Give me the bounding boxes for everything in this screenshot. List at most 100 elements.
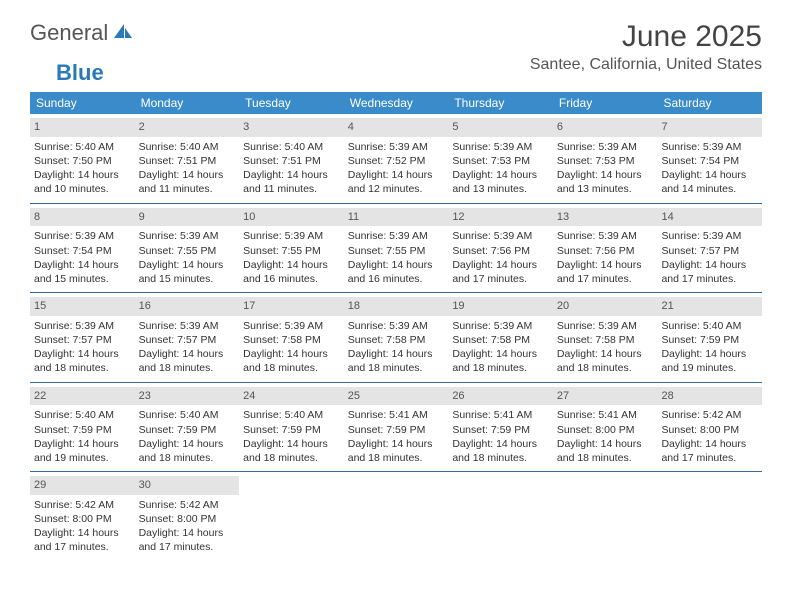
daylight-text-2: and 18 minutes. [452, 361, 549, 375]
daylight-text-1: Daylight: 14 hours [452, 258, 549, 272]
day-number: 22 [30, 387, 135, 406]
day-info: Sunrise: 5:41 AMSunset: 7:59 PMDaylight:… [348, 408, 445, 465]
sunset-text: Sunset: 8:00 PM [34, 512, 131, 526]
day-info: Sunrise: 5:41 AMSunset: 8:00 PMDaylight:… [557, 408, 654, 465]
month-title: June 2025 [530, 20, 762, 54]
day-info: Sunrise: 5:39 AMSunset: 7:53 PMDaylight:… [452, 140, 549, 197]
sunset-text: Sunset: 7:59 PM [34, 423, 131, 437]
day-cell: 1Sunrise: 5:40 AMSunset: 7:50 PMDaylight… [30, 118, 135, 203]
day-info: Sunrise: 5:39 AMSunset: 7:55 PMDaylight:… [348, 229, 445, 286]
day-info: Sunrise: 5:41 AMSunset: 7:59 PMDaylight:… [452, 408, 549, 465]
week-row: 15Sunrise: 5:39 AMSunset: 7:57 PMDayligh… [30, 297, 762, 383]
sunset-text: Sunset: 7:54 PM [34, 244, 131, 258]
sunset-text: Sunset: 7:55 PM [243, 244, 340, 258]
daylight-text-1: Daylight: 14 hours [139, 258, 236, 272]
daylight-text-1: Daylight: 14 hours [34, 347, 131, 361]
week-row: 1Sunrise: 5:40 AMSunset: 7:50 PMDaylight… [30, 118, 762, 204]
daylight-text-1: Daylight: 14 hours [348, 258, 445, 272]
sunset-text: Sunset: 7:58 PM [452, 333, 549, 347]
daylight-text-1: Daylight: 14 hours [139, 347, 236, 361]
day-number: 9 [135, 208, 240, 227]
day-info: Sunrise: 5:39 AMSunset: 7:58 PMDaylight:… [348, 319, 445, 376]
daylight-text-1: Daylight: 14 hours [557, 437, 654, 451]
sunrise-text: Sunrise: 5:39 AM [348, 319, 445, 333]
day-cell: 18 Sunrise: 5:39 AMSunset: 7:58 PMDayligh… [344, 297, 449, 382]
weekday-header: Friday [553, 92, 658, 114]
daylight-text-1: Daylight: 14 hours [139, 437, 236, 451]
sunrise-text: Sunrise: 5:39 AM [661, 140, 758, 154]
week-row: 8Sunrise: 5:39 AMSunset: 7:54 PMDaylight… [30, 208, 762, 294]
sunrise-text: Sunrise: 5:40 AM [139, 140, 236, 154]
daylight-text-2: and 14 minutes. [661, 182, 758, 196]
day-number: 3 [239, 118, 344, 137]
sunset-text: Sunset: 8:00 PM [557, 423, 654, 437]
day-number: 20 [553, 297, 658, 316]
day-number: 29 [30, 476, 135, 495]
daylight-text-1: Daylight: 14 hours [661, 258, 758, 272]
sunset-text: Sunset: 7:56 PM [452, 244, 549, 258]
sunrise-text: Sunrise: 5:39 AM [243, 229, 340, 243]
day-cell: 7Sunrise: 5:39 AMSunset: 7:54 PMDaylight… [657, 118, 762, 203]
sunrise-text: Sunrise: 5:40 AM [243, 408, 340, 422]
weekday-header: Thursday [448, 92, 553, 114]
day-number: 25 [344, 387, 449, 406]
daylight-text-1: Daylight: 14 hours [34, 526, 131, 540]
day-cell: 25 Sunrise: 5:41 AMSunset: 7:59 PMDayligh… [344, 387, 449, 472]
weeks-container: 1Sunrise: 5:40 AMSunset: 7:50 PMDaylight… [30, 118, 762, 561]
sunrise-text: Sunrise: 5:41 AM [452, 408, 549, 422]
day-number: 18 [344, 297, 449, 316]
daylight-text-2: and 18 minutes. [139, 451, 236, 465]
sunset-text: Sunset: 7:56 PM [557, 244, 654, 258]
sunset-text: Sunset: 7:51 PM [139, 154, 236, 168]
sunrise-text: Sunrise: 5:39 AM [557, 319, 654, 333]
day-number: 8 [30, 208, 135, 227]
sunset-text: Sunset: 7:55 PM [139, 244, 236, 258]
sunrise-text: Sunrise: 5:40 AM [139, 408, 236, 422]
day-cell: 30Sunrise: 5:42 AMSunset: 8:00 PMDayligh… [135, 476, 240, 561]
weekday-header-row: Sunday Monday Tuesday Wednesday Thursday… [30, 92, 762, 114]
daylight-text-1: Daylight: 14 hours [348, 437, 445, 451]
day-cell: 23Sunrise: 5:40 AMSunset: 7:59 PMDayligh… [135, 387, 240, 472]
daylight-text-2: and 18 minutes. [243, 451, 340, 465]
sunrise-text: Sunrise: 5:39 AM [452, 319, 549, 333]
day-info: Sunrise: 5:39 AMSunset: 7:54 PMDaylight:… [661, 140, 758, 197]
sunrise-text: Sunrise: 5:40 AM [34, 408, 131, 422]
day-number: 14 [657, 208, 762, 227]
day-info: Sunrise: 5:40 AMSunset: 7:51 PMDaylight:… [139, 140, 236, 197]
daylight-text-1: Daylight: 14 hours [557, 168, 654, 182]
sunrise-text: Sunrise: 5:40 AM [243, 140, 340, 154]
daylight-text-2: and 16 minutes. [348, 272, 445, 286]
daylight-text-1: Daylight: 14 hours [661, 347, 758, 361]
daylight-text-2: and 18 minutes. [557, 361, 654, 375]
daylight-text-1: Daylight: 14 hours [243, 168, 340, 182]
weekday-header: Sunday [30, 92, 135, 114]
day-cell: 17Sunrise: 5:39 AMSunset: 7:58 PMDayligh… [239, 297, 344, 382]
sunset-text: Sunset: 7:57 PM [661, 244, 758, 258]
daylight-text-1: Daylight: 14 hours [139, 526, 236, 540]
calendar-grid: Sunday Monday Tuesday Wednesday Thursday… [30, 92, 762, 561]
day-number: 2 [135, 118, 240, 137]
sunset-text: Sunset: 7:59 PM [661, 333, 758, 347]
day-info: Sunrise: 5:39 AMSunset: 7:57 PMDaylight:… [661, 229, 758, 286]
day-info: Sunrise: 5:39 AMSunset: 7:57 PMDaylight:… [34, 319, 131, 376]
day-cell: 29 Sunrise: 5:42 AMSunset: 8:00 PMDayligh… [30, 476, 135, 561]
day-info: Sunrise: 5:42 AMSunset: 8:00 PMDaylight:… [139, 498, 236, 555]
sunset-text: Sunset: 7:59 PM [452, 423, 549, 437]
day-number: 21 [657, 297, 762, 316]
sunrise-text: Sunrise: 5:39 AM [557, 140, 654, 154]
day-info: Sunrise: 5:39 AMSunset: 7:53 PMDaylight:… [557, 140, 654, 197]
sunrise-text: Sunrise: 5:40 AM [34, 140, 131, 154]
daylight-text-2: and 18 minutes. [348, 361, 445, 375]
week-row: 29Sunrise: 5:42 AMSunset: 8:00 PMDayligh… [30, 476, 762, 561]
day-cell: 21 Sunrise: 5:40 AMSunset: 7:59 PMDayligh… [657, 297, 762, 382]
daylight-text-2: and 17 minutes. [139, 540, 236, 554]
day-number: 12 [448, 208, 553, 227]
sunset-text: Sunset: 7:58 PM [243, 333, 340, 347]
sunrise-text: Sunrise: 5:39 AM [34, 229, 131, 243]
day-cell: 9Sunrise: 5:39 AMSunset: 7:55 PMDaylight… [135, 208, 240, 293]
sunset-text: Sunset: 7:53 PM [557, 154, 654, 168]
day-info: Sunrise: 5:40 AMSunset: 7:59 PMDaylight:… [661, 319, 758, 376]
sunrise-text: Sunrise: 5:42 AM [34, 498, 131, 512]
daylight-text-1: Daylight: 14 hours [348, 347, 445, 361]
day-number: 27 [553, 387, 658, 406]
